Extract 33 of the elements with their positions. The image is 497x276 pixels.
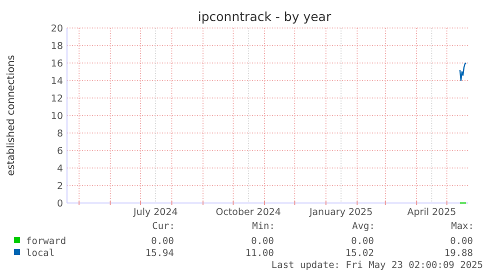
y-tick-label: 16	[50, 58, 63, 70]
line-series	[459, 62, 467, 82]
text: Cur:	[152, 221, 175, 232]
text: 0.00	[351, 236, 374, 247]
y-tick-label: 0	[56, 198, 63, 210]
text: 0.00	[251, 236, 274, 247]
x-tick-label: July 2024	[132, 207, 178, 218]
text: Avg:	[352, 221, 375, 232]
text: 0.00	[151, 236, 174, 247]
x-tick-label: October 2024	[216, 207, 281, 218]
y-tick-label: 4	[56, 164, 63, 174]
y-tick-label: 20	[50, 24, 63, 34]
legend-label: local	[26, 248, 55, 259]
y-tick-label: 12	[50, 94, 63, 104]
y-tick-label: 8	[56, 128, 63, 140]
text: 15.94	[145, 248, 174, 259]
text: 0.00	[450, 236, 474, 247]
y-tick-label: 6	[56, 146, 63, 157]
y-tick-label: 14	[50, 76, 63, 87]
y-tick-label: 10	[50, 111, 63, 122]
x-tick-label: January 2025	[308, 207, 373, 218]
text: Last update: Fri May 23 02:00:09 2025	[271, 260, 483, 271]
y-axis-title: established connections	[6, 55, 17, 176]
text: 19.88	[444, 248, 474, 259]
text: 15.02	[345, 248, 374, 259]
x-tick-label: April 2025	[407, 207, 456, 218]
chart-title: ipconntrack - by year	[198, 9, 332, 24]
y-tick-label: 18	[50, 41, 63, 52]
text: 11.00	[245, 248, 274, 259]
legend-label: forward	[26, 236, 66, 247]
text: Min:	[252, 221, 275, 232]
y-tick-label: 2	[56, 181, 63, 192]
text: Max:	[451, 221, 474, 232]
